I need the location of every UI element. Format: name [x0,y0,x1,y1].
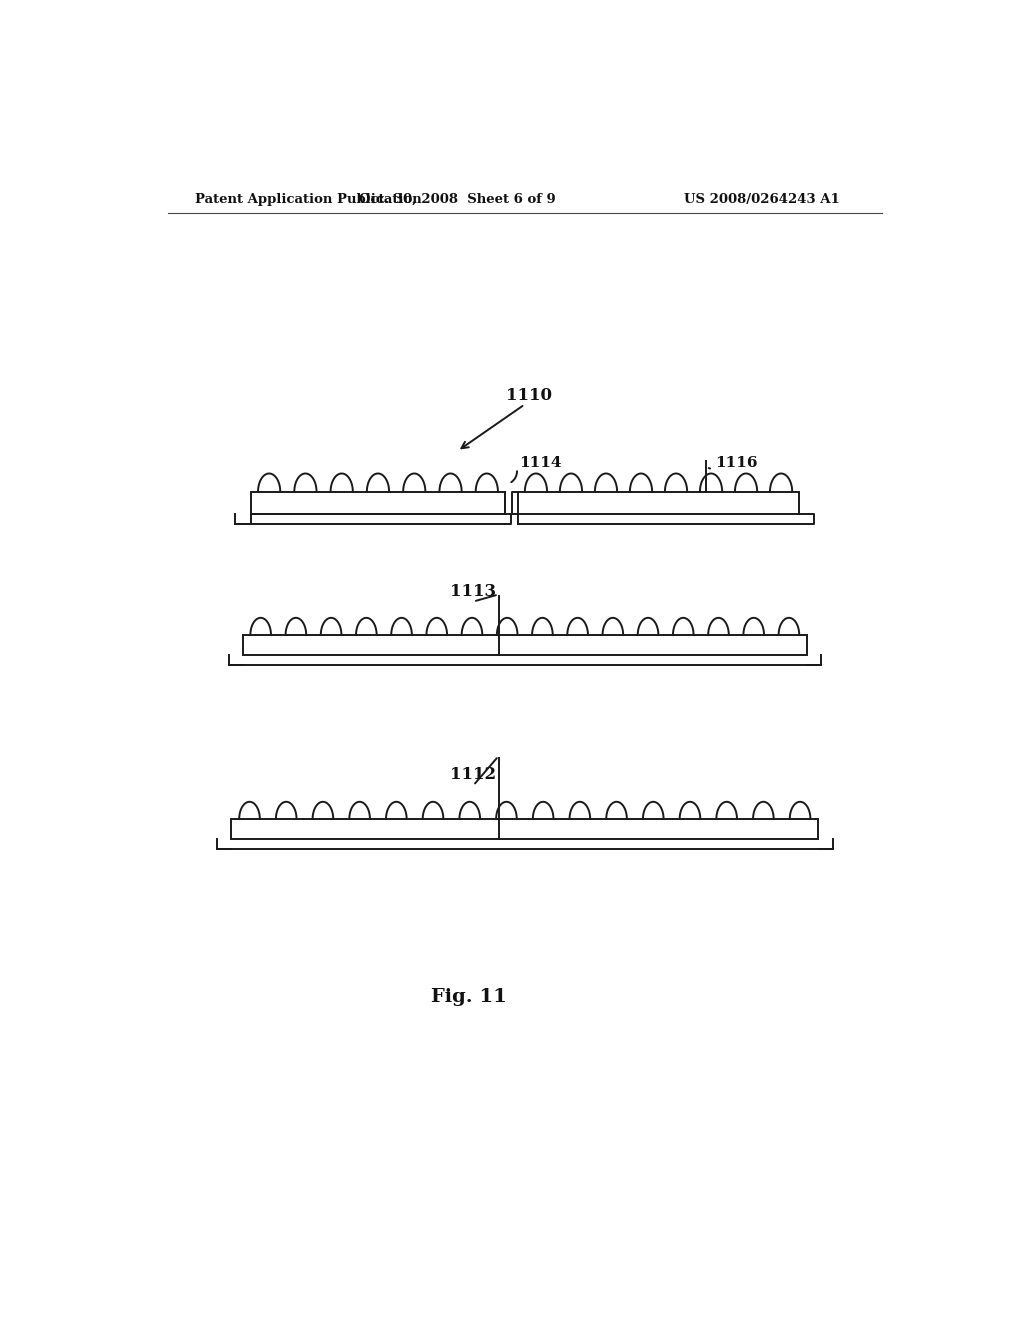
Text: Fig. 11: Fig. 11 [431,987,507,1006]
Text: Oct. 30, 2008  Sheet 6 of 9: Oct. 30, 2008 Sheet 6 of 9 [359,193,556,206]
Text: 1114: 1114 [519,457,562,470]
Text: US 2008/0264243 A1: US 2008/0264243 A1 [684,193,840,206]
Bar [231,818,818,840]
Bar [518,492,799,515]
Text: 1113: 1113 [451,582,497,599]
Bar [251,492,505,515]
Text: 1116: 1116 [715,457,758,470]
Text: 1110: 1110 [506,387,552,404]
Text: 1112: 1112 [451,767,497,784]
Bar [243,635,807,656]
Text: Patent Application Publication: Patent Application Publication [196,193,422,206]
